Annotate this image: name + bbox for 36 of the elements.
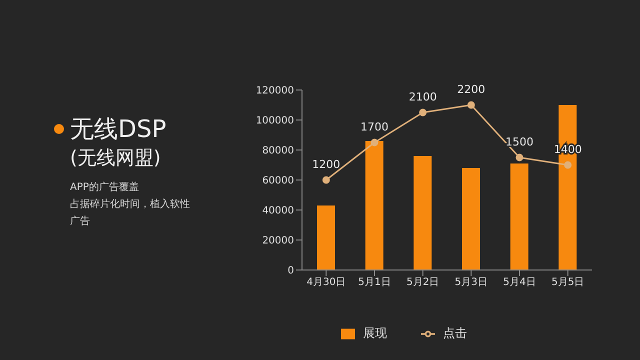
bar (414, 156, 432, 270)
text: 广告 (70, 214, 91, 229)
point (370, 138, 378, 146)
data-label: 1500 (506, 136, 534, 148)
point (564, 161, 572, 169)
x-tick-label: 5月5日 (551, 277, 584, 288)
point (516, 154, 524, 162)
y-tick-label: 80000 (262, 146, 294, 157)
bar (317, 206, 335, 270)
bar (462, 168, 480, 270)
text: APP的广告覆盖 (70, 180, 140, 195)
data-label: 1200 (312, 158, 340, 171)
text: 占据碎片化时间，植入软性 (70, 198, 191, 212)
data-label: 2100 (408, 90, 437, 104)
y-tick-label: 60000 (262, 176, 294, 187)
y-tick-label: 100000 (256, 116, 294, 127)
y-tick-label: 20000 (262, 236, 294, 247)
y-tick-label: 0 (288, 266, 294, 277)
x-tick-label: 4月30日 (306, 277, 346, 288)
x-tick-label: 5月3日 (454, 277, 488, 288)
legend-label: 展现 (363, 326, 387, 340)
text: (无线网盟) (70, 146, 162, 171)
legend-label: 点击 (443, 326, 467, 340)
point (467, 101, 475, 109)
x-tick-label: 5月2日 (406, 277, 440, 288)
text: 无线DSP (70, 114, 166, 145)
data-label: 2200 (457, 83, 486, 96)
y-tick-label: 40000 (262, 206, 294, 217)
x-tick-label: 5月4日 (503, 277, 536, 288)
point (419, 108, 427, 116)
bar (510, 164, 528, 270)
point (322, 176, 330, 184)
y-tick-label: 120000 (256, 86, 294, 97)
x-tick-label: 5月1日 (358, 277, 391, 288)
data-label: 1700 (360, 120, 388, 134)
bar (365, 141, 384, 270)
